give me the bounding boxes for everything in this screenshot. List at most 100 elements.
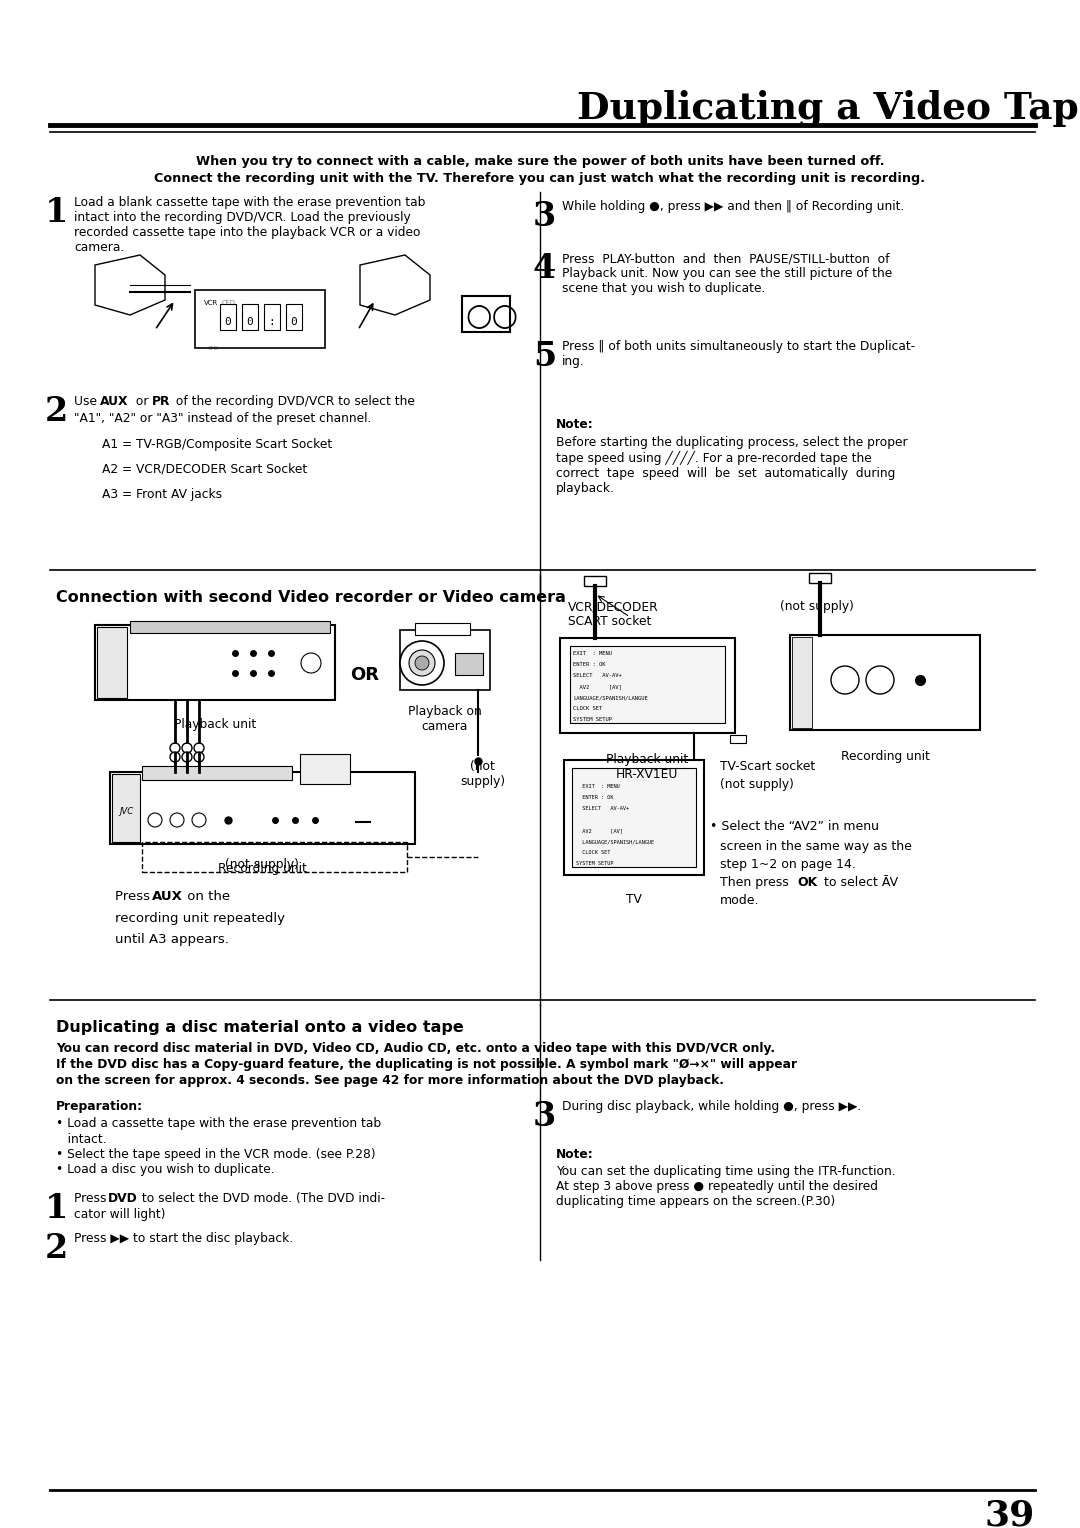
Text: or: or [132, 396, 152, 408]
Text: Connect the recording unit with the TV. Therefore you can just watch what the re: Connect the recording unit with the TV. … [154, 173, 926, 185]
Circle shape [183, 743, 192, 753]
Bar [112, 775, 140, 842]
Text: AV2      [AV]: AV2 [AV] [573, 685, 622, 689]
Text: 0: 0 [246, 316, 254, 327]
Text: AUX: AUX [100, 396, 129, 408]
Text: OR: OR [351, 666, 379, 685]
Bar [242, 304, 258, 330]
Bar [286, 304, 302, 330]
Bar [584, 576, 606, 587]
Polygon shape [360, 255, 430, 315]
Text: AUX: AUX [152, 889, 183, 903]
Circle shape [400, 642, 444, 685]
Text: 1: 1 [44, 1192, 68, 1225]
Text: "A1", "A2" or "A3" instead of the preset channel.: "A1", "A2" or "A3" instead of the preset… [75, 413, 372, 425]
Text: intact.: intact. [56, 1132, 107, 1146]
Text: CFD: CFD [208, 345, 219, 351]
Bar [572, 769, 696, 866]
Circle shape [170, 813, 184, 827]
Text: LANGUAGE/SPANISH/LANGUE: LANGUAGE/SPANISH/LANGUE [573, 695, 648, 700]
Text: Recording unit: Recording unit [217, 862, 307, 876]
Text: JVC: JVC [119, 807, 133, 816]
Text: Playback on
camera: Playback on camera [408, 704, 482, 733]
Circle shape [415, 656, 429, 669]
Bar [730, 735, 746, 743]
Text: Press  PLAY-button  and  then  PAUSE/STILL-button  of
Playback unit. Now you can: Press PLAY-button and then PAUSE/STILL-b… [562, 252, 892, 295]
Text: While holding ●, press ▶▶ and then ‖ of Recording unit.: While holding ●, press ▶▶ and then ‖ of … [562, 200, 904, 212]
Text: recording unit repeatedly: recording unit repeatedly [114, 912, 285, 924]
Circle shape [866, 666, 894, 694]
Text: CLOCK SET: CLOCK SET [573, 706, 603, 711]
Text: Preparation:: Preparation: [56, 1100, 144, 1112]
Text: on the: on the [183, 889, 230, 903]
Text: :: : [269, 316, 275, 327]
Text: (not
supply): (not supply) [460, 759, 505, 788]
Text: Load a blank cassette tape with the erase prevention tab
intact into the recordi: Load a blank cassette tape with the eras… [75, 196, 426, 254]
Text: When you try to connect with a cable, make sure the power of both units have bee: When you try to connect with a cable, ma… [195, 154, 885, 168]
Text: 2: 2 [44, 396, 68, 428]
Text: of the recording DVD/VCR to select the: of the recording DVD/VCR to select the [172, 396, 415, 408]
Text: Note:: Note: [556, 419, 594, 431]
Text: LANGUAGE/SPANISH/LANGUE: LANGUAGE/SPANISH/LANGUE [576, 839, 654, 843]
Text: mode.: mode. [720, 894, 759, 908]
Text: Recording unit: Recording unit [840, 750, 930, 762]
Text: During disc playback, while holding ●, press ▶▶.: During disc playback, while holding ●, p… [562, 1100, 861, 1112]
Text: If the DVD disc has a Copy-guard feature, the duplicating is not possible. A sym: If the DVD disc has a Copy-guard feature… [56, 1057, 797, 1071]
Text: 39: 39 [985, 1497, 1035, 1528]
Bar [300, 753, 350, 784]
Text: Press ‖ of both units simultaneously to start the Duplicat-
ing.: Press ‖ of both units simultaneously to … [562, 341, 915, 368]
Text: CFD: CFD [222, 299, 237, 306]
Bar [570, 646, 725, 723]
Text: A3 = Front AV jacks: A3 = Front AV jacks [102, 487, 222, 501]
Text: SELECT   AV-AV+: SELECT AV-AV+ [573, 672, 622, 678]
Text: Connection with second Video recorder or Video camera: Connection with second Video recorder or… [56, 590, 566, 605]
Text: (not supply): (not supply) [225, 859, 299, 871]
Text: ENTER : OK: ENTER : OK [573, 662, 606, 668]
Text: TV-Scart socket: TV-Scart socket [720, 759, 815, 773]
Text: Press: Press [114, 889, 154, 903]
Text: Playback unit: Playback unit [174, 718, 256, 730]
Bar [809, 573, 831, 584]
Text: 3: 3 [532, 1100, 556, 1132]
Text: Press ▶▶ to start the disc playback.: Press ▶▶ to start the disc playback. [75, 1232, 293, 1245]
Text: on the screen for approx. 4 seconds. See page 42 for more information about the : on the screen for approx. 4 seconds. See… [56, 1074, 724, 1086]
Text: VCR: VCR [204, 299, 218, 306]
Polygon shape [95, 255, 165, 315]
Text: SELECT   AV-AV+: SELECT AV-AV+ [576, 805, 630, 811]
Text: A2 = VCR/DECODER Scart Socket: A2 = VCR/DECODER Scart Socket [102, 463, 307, 477]
Text: 4: 4 [532, 252, 556, 286]
Bar [95, 625, 335, 700]
Text: • Load a disc you wish to duplicate.: • Load a disc you wish to duplicate. [56, 1163, 274, 1177]
Circle shape [194, 743, 204, 753]
Text: Duplicating a Video Tape: Duplicating a Video Tape [577, 89, 1080, 127]
Text: screen in the same way as the: screen in the same way as the [720, 840, 912, 853]
Text: to select ĀV: to select ĀV [820, 876, 899, 889]
Text: 5: 5 [532, 341, 556, 373]
Text: • Select the “AV2” in menu: • Select the “AV2” in menu [710, 821, 879, 833]
Text: • Select the tape speed in the VCR mode. (see P.28): • Select the tape speed in the VCR mode.… [56, 1148, 376, 1161]
Circle shape [301, 652, 321, 672]
Bar [792, 637, 812, 727]
Text: DVD: DVD [108, 1192, 138, 1206]
Text: ○○: ○○ [465, 303, 518, 332]
Bar [110, 772, 415, 843]
Text: Playback unit
HR-XV1EU: Playback unit HR-XV1EU [606, 753, 688, 781]
Text: 1: 1 [44, 196, 68, 229]
Text: Before starting the duplicating process, select the proper
tape speed using ╱╱╱╱: Before starting the duplicating process,… [556, 435, 907, 495]
Text: Then press: Then press [720, 876, 793, 889]
Circle shape [194, 752, 204, 762]
Circle shape [183, 752, 192, 762]
Text: SYSTEM SETUP: SYSTEM SETUP [573, 717, 612, 723]
Text: TV: TV [626, 892, 642, 906]
Bar [220, 304, 237, 330]
Circle shape [170, 752, 180, 762]
Text: until A3 appears.: until A3 appears. [114, 934, 229, 946]
Text: Press: Press [75, 1192, 110, 1206]
Text: You can set the duplicating time using the ITR-function.
At step 3 above press ●: You can set the duplicating time using t… [556, 1164, 895, 1209]
Circle shape [409, 649, 435, 675]
Text: (not supply): (not supply) [720, 778, 794, 792]
Text: step 1~2 on page 14.: step 1~2 on page 14. [720, 859, 855, 871]
Bar [141, 766, 292, 779]
Text: EXIT  : MENU: EXIT : MENU [573, 651, 612, 656]
Text: CLOCK SET: CLOCK SET [576, 850, 610, 856]
